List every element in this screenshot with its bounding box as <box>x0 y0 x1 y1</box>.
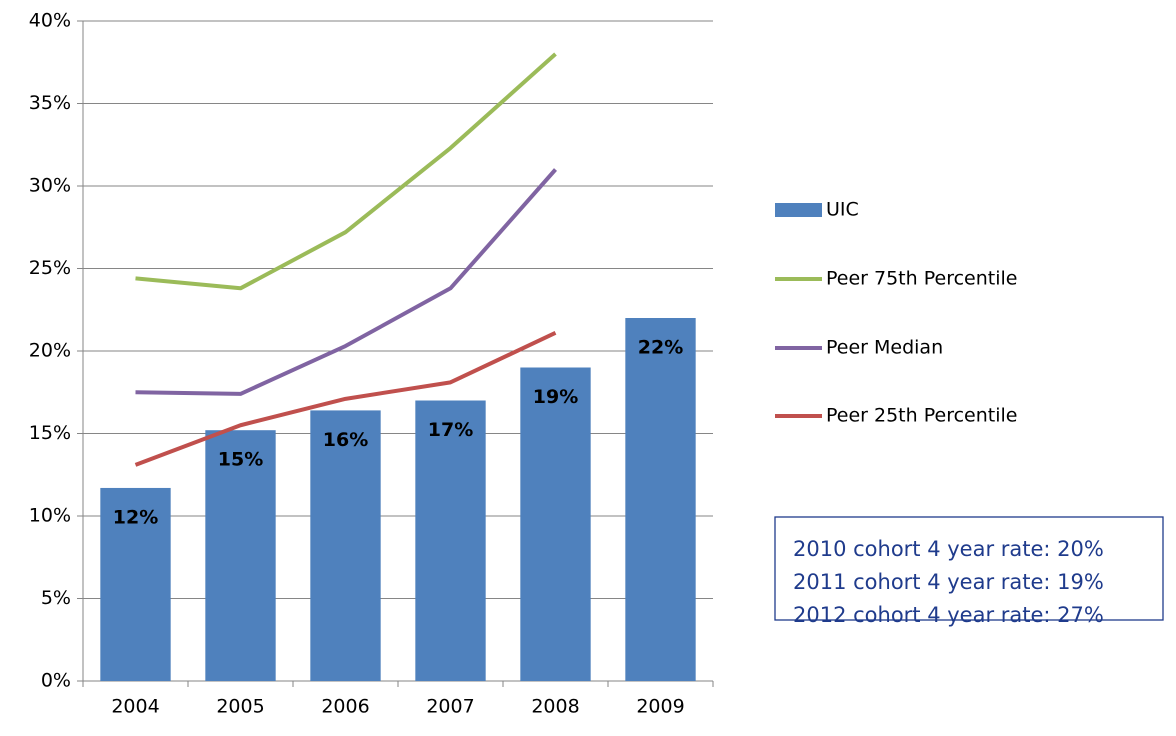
legend-label: Peer Median <box>826 337 943 359</box>
line <box>134 331 557 467</box>
value-label: 15% <box>218 449 263 471</box>
annotation: 2012 cohort 4 year rate: 27% <box>793 603 1104 627</box>
line <box>135 52 557 291</box>
y-tick-label: 25% <box>29 257 71 279</box>
legend-label: UIC <box>826 199 859 221</box>
value-label: 12% <box>113 506 158 528</box>
y-tick-label: 5% <box>41 587 71 609</box>
x-tick-label: 2004 <box>111 696 159 718</box>
bar <box>205 430 276 681</box>
value-label: 19% <box>533 386 578 408</box>
annotation: 2010 cohort 4 year rate: 20% <box>793 537 1104 561</box>
y-tick-label: 20% <box>29 340 71 362</box>
y-tick-label: 10% <box>29 505 71 527</box>
bar <box>100 487 171 681</box>
bar <box>415 400 486 681</box>
value-label: 22% <box>638 337 683 359</box>
legend-label: Peer 75th Percentile <box>826 268 1017 290</box>
line <box>135 168 557 396</box>
value-label: 16% <box>323 429 368 451</box>
y-tick-label: 40% <box>29 10 71 32</box>
annotation: 2011 cohort 4 year rate: 19% <box>793 570 1104 594</box>
x-tick-label: 2006 <box>321 696 369 718</box>
x-tick-label: 2005 <box>216 696 264 718</box>
y-tick-label: 15% <box>29 422 71 444</box>
y-tick-label: 35% <box>29 92 71 114</box>
legend-label: Peer 25th Percentile <box>826 405 1017 427</box>
annotation-box <box>774 516 1164 621</box>
x-tick-label: 2009 <box>636 696 684 718</box>
bar <box>520 367 591 681</box>
x-tick-label: 2007 <box>426 696 474 718</box>
legend-swatch <box>775 203 822 217</box>
y-tick-label: 30% <box>29 175 71 197</box>
y-tick-label: 0% <box>41 670 71 692</box>
bar <box>310 410 381 681</box>
bar <box>625 318 696 681</box>
value-label: 17% <box>428 419 473 441</box>
x-tick-label: 2008 <box>531 696 579 718</box>
